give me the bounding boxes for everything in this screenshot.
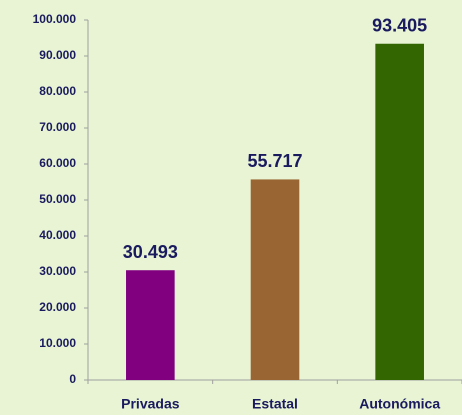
y-tick-label: 20.000: [39, 300, 76, 314]
y-tick-label: 10.000: [39, 336, 76, 350]
y-tick-label: 0: [69, 372, 76, 386]
x-tick-label: Privadas: [121, 396, 180, 412]
value-label: 30.493: [123, 242, 178, 262]
y-tick-label: 40.000: [39, 228, 76, 242]
value-label: 55.717: [247, 151, 302, 171]
y-tick-label: 100.000: [33, 12, 77, 26]
y-tick-label: 60.000: [39, 156, 76, 170]
y-tick-label: 30.000: [39, 264, 76, 278]
y-tick-label: 70.000: [39, 120, 76, 134]
bar: [250, 179, 300, 380]
x-tick-label: Autonómica: [359, 396, 440, 412]
bar: [375, 43, 424, 380]
x-tick-label: Estatal: [252, 396, 298, 412]
y-tick-label: 80.000: [39, 84, 76, 98]
value-label: 93.405: [372, 15, 427, 35]
bar: [126, 270, 175, 380]
y-tick-label: 90.000: [39, 48, 76, 62]
y-tick-label: 50.000: [39, 192, 76, 206]
